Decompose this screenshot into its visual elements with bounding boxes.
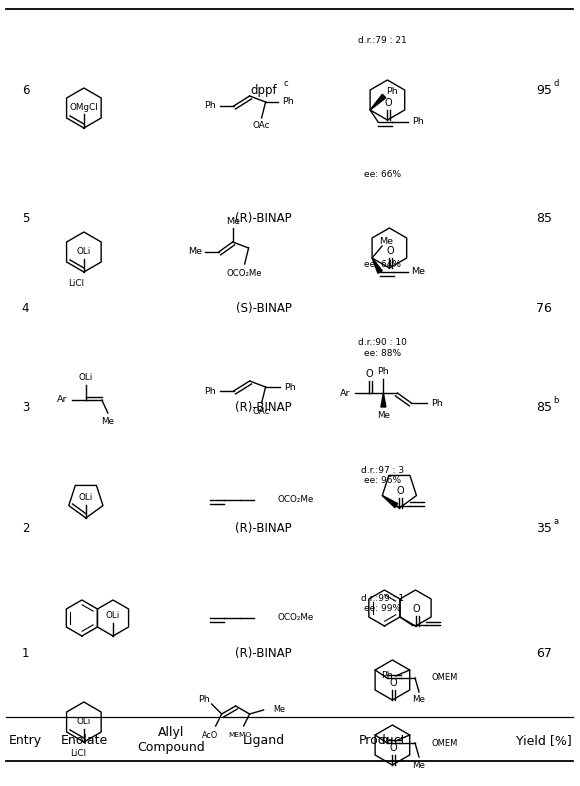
Text: LiCl: LiCl	[68, 280, 84, 288]
Text: 3: 3	[22, 401, 29, 413]
Text: Ph: Ph	[282, 97, 293, 106]
Text: ee: 66%: ee: 66%	[364, 170, 401, 179]
Text: d.r.:99 : 1
ee: 99%: d.r.:99 : 1 ee: 99%	[361, 594, 404, 613]
Text: OMEM: OMEM	[431, 739, 458, 747]
Text: OCO₂Me: OCO₂Me	[278, 495, 314, 505]
Text: Ph: Ph	[381, 671, 393, 681]
Text: Ligand: Ligand	[242, 734, 285, 747]
Text: OLi: OLi	[79, 494, 93, 502]
Text: dppf: dppf	[250, 84, 277, 97]
Text: Yield [%]: Yield [%]	[516, 734, 572, 747]
Text: Me: Me	[226, 216, 240, 226]
Polygon shape	[381, 393, 386, 407]
Text: (R)-BINAP: (R)-BINAP	[235, 522, 292, 534]
Text: OAc: OAc	[253, 406, 270, 416]
Polygon shape	[382, 495, 398, 508]
Text: 67: 67	[536, 648, 552, 660]
Text: Me: Me	[102, 417, 114, 425]
Text: ee: 64%: ee: 64%	[364, 260, 401, 270]
Text: O: O	[385, 98, 392, 108]
Text: Allyl
Compound: Allyl Compound	[137, 726, 205, 755]
Text: 95: 95	[536, 84, 552, 97]
Text: Ph: Ph	[412, 117, 424, 127]
Text: Ph: Ph	[432, 399, 443, 407]
Text: OCO₂Me: OCO₂Me	[227, 269, 262, 277]
Text: (R)-BINAP: (R)-BINAP	[235, 648, 292, 660]
Text: c: c	[283, 79, 288, 88]
Text: OLi: OLi	[77, 248, 91, 256]
Text: 85: 85	[536, 212, 552, 225]
Text: d.r.:97 : 3
ee: 96%: d.r.:97 : 3 ee: 96%	[361, 466, 404, 485]
Text: a: a	[554, 516, 559, 526]
Text: OAc: OAc	[253, 122, 270, 130]
Text: Enolate: Enolate	[60, 734, 108, 747]
Text: 5: 5	[22, 212, 29, 225]
Text: Me: Me	[411, 267, 425, 277]
Text: Entry: Entry	[9, 734, 42, 747]
Polygon shape	[372, 258, 382, 274]
Text: O: O	[397, 486, 404, 496]
Text: d.r.:90 : 10
ee: 88%: d.r.:90 : 10 ee: 88%	[358, 339, 407, 358]
Text: Ph: Ph	[204, 387, 216, 395]
Text: O: O	[413, 604, 420, 614]
Text: OMgCl: OMgCl	[70, 104, 98, 112]
Text: b: b	[554, 395, 559, 405]
Text: LiCl: LiCl	[70, 750, 86, 758]
Text: Me: Me	[274, 706, 285, 714]
Text: OLi: OLi	[106, 612, 120, 620]
Text: Ph: Ph	[284, 383, 295, 391]
Text: AcO: AcO	[201, 730, 218, 740]
Text: O: O	[390, 678, 397, 688]
Text: O: O	[387, 246, 394, 256]
Text: Me: Me	[188, 248, 202, 256]
Text: Product: Product	[358, 734, 406, 747]
Text: d.r.:79 : 21: d.r.:79 : 21	[358, 36, 407, 46]
Text: Ph: Ph	[378, 368, 389, 376]
Text: Ar: Ar	[340, 388, 351, 398]
Text: 1: 1	[21, 648, 29, 660]
Text: Ar: Ar	[57, 395, 67, 405]
Text: OMEM: OMEM	[431, 674, 458, 682]
Text: OCO₂Me: OCO₂Me	[278, 614, 314, 623]
Text: (S)-BINAP: (S)-BINAP	[235, 302, 291, 314]
Text: Ph: Ph	[204, 101, 216, 111]
Text: Me: Me	[379, 237, 393, 247]
Text: OLi: OLi	[77, 718, 91, 726]
Text: (R)-BINAP: (R)-BINAP	[235, 401, 292, 413]
Text: 76: 76	[536, 302, 552, 314]
Text: MEMO: MEMO	[228, 732, 251, 738]
Text: OLi: OLi	[79, 373, 93, 383]
Text: Me: Me	[412, 761, 426, 769]
Text: Me: Me	[412, 696, 426, 704]
Text: d: d	[554, 79, 559, 88]
Text: Ph: Ph	[381, 736, 393, 745]
Text: 4: 4	[21, 302, 29, 314]
Text: Ph: Ph	[386, 87, 398, 97]
Text: O: O	[365, 369, 374, 379]
Text: 35: 35	[536, 522, 552, 534]
Text: 2: 2	[21, 522, 29, 534]
Polygon shape	[370, 94, 386, 110]
Text: Ph: Ph	[198, 696, 209, 704]
Text: O: O	[390, 743, 397, 753]
Text: Me: Me	[377, 410, 390, 420]
Text: 6: 6	[21, 84, 29, 97]
Text: 85: 85	[536, 401, 552, 413]
Text: (R)-BINAP: (R)-BINAP	[235, 212, 292, 225]
